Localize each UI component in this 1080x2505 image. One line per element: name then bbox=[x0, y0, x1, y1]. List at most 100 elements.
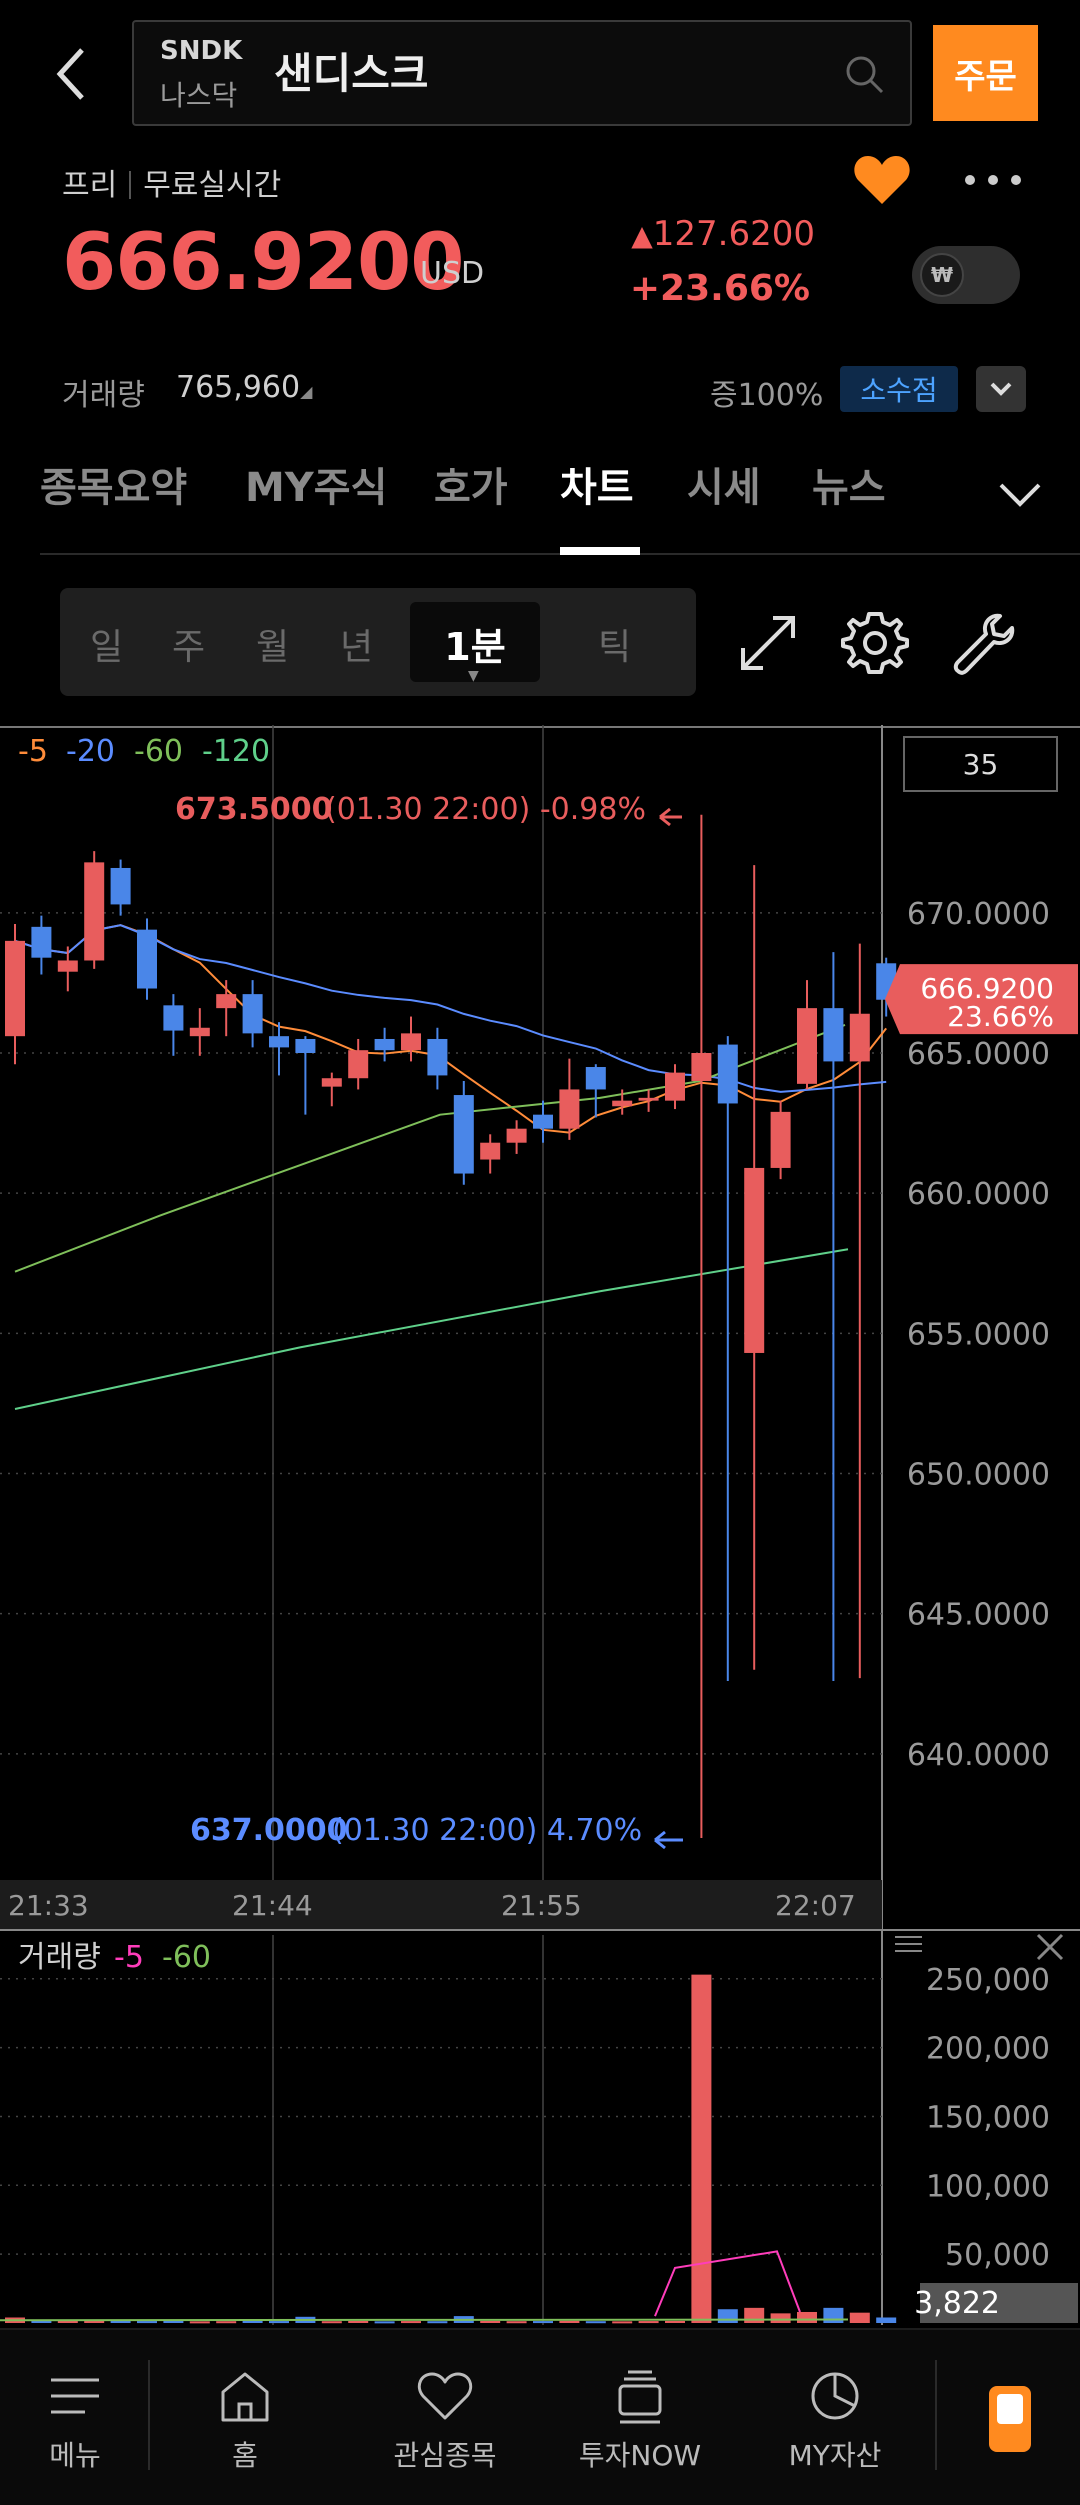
tab-orderbook[interactable]: 호가 bbox=[434, 465, 508, 511]
volume-number: 765,960 bbox=[176, 370, 301, 405]
y-tick-label: 660.0000 bbox=[907, 1177, 1050, 1212]
interval-tick[interactable]: 틱 bbox=[598, 627, 632, 668]
tab-my-stock[interactable]: MY주식 bbox=[245, 465, 388, 511]
wrench-icon[interactable] bbox=[948, 608, 1018, 678]
period-count[interactable]: 35 bbox=[903, 736, 1058, 792]
tab-quotes[interactable]: 시세 bbox=[687, 465, 761, 511]
candles bbox=[5, 814, 897, 1838]
candle-body bbox=[5, 940, 25, 1037]
current-volume-tag bbox=[920, 2283, 1078, 2323]
candle-body bbox=[295, 1038, 316, 1053]
nav-watchlist[interactable]: 관심종목 bbox=[370, 2330, 520, 2505]
chart-labels: 670.0000 665.0000 660.0000 655.0000 650.0000… bbox=[8, 734, 1078, 2323]
high-time-label: (01.30 22:00) -0.98% bbox=[325, 792, 646, 827]
collapse-button[interactable] bbox=[976, 366, 1026, 412]
search-icon[interactable] bbox=[842, 52, 886, 96]
exchange-name: 나스닥 bbox=[160, 79, 238, 112]
nav-label: MY자산 bbox=[788, 2439, 882, 2472]
volume-bar bbox=[137, 2321, 157, 2324]
candle-body bbox=[849, 1013, 870, 1062]
y-tick-label: 665.0000 bbox=[907, 1037, 1050, 1072]
volume-ma60-line bbox=[0, 2318, 849, 2322]
volume-value: 765,960◢ bbox=[176, 370, 312, 405]
realtime-label: 무료실시간 bbox=[143, 168, 282, 203]
close-icon bbox=[1036, 1933, 1064, 1961]
candle-body bbox=[269, 1036, 289, 1048]
pie-icon bbox=[811, 2372, 859, 2420]
order-button[interactable]: 주문 bbox=[933, 25, 1038, 121]
volume-bar bbox=[348, 2320, 369, 2323]
candle-body bbox=[612, 1100, 633, 1107]
candle-body bbox=[31, 926, 52, 958]
tab-summary[interactable]: 종목요약 bbox=[40, 465, 188, 511]
high-value-label: 673.5000 bbox=[175, 792, 333, 827]
candle-body bbox=[57, 960, 78, 972]
volume-bar bbox=[321, 2321, 342, 2324]
decimal-button[interactable]: 소수점 bbox=[840, 366, 958, 412]
nav-label: 메뉴 bbox=[49, 2439, 101, 2472]
chevron-down-icon bbox=[990, 382, 1012, 396]
nav-invest-now[interactable]: 투자NOW bbox=[560, 2330, 720, 2505]
stock-search-box[interactable]: SNDK 나스닥 샌디스크 bbox=[132, 20, 912, 126]
back-arrow-icon bbox=[56, 48, 84, 100]
interval-day[interactable]: 일 bbox=[90, 627, 124, 668]
y-tick-label: 645.0000 bbox=[907, 1598, 1050, 1633]
interval-month[interactable]: 월 bbox=[256, 627, 290, 668]
ma-legend-item: -5 bbox=[18, 734, 48, 769]
volume-bar bbox=[374, 2321, 395, 2324]
volume-bar bbox=[744, 2307, 765, 2323]
x-tick-label: 21:44 bbox=[232, 1889, 313, 1922]
candle-body bbox=[585, 1067, 606, 1090]
nav-my-assets[interactable]: MY자산 bbox=[770, 2330, 900, 2505]
volume-bar bbox=[84, 2319, 105, 2323]
phone-icon bbox=[989, 2386, 1031, 2452]
more-icon[interactable] bbox=[958, 165, 1028, 195]
chart-grid bbox=[0, 725, 1080, 2325]
volume-bar bbox=[717, 2309, 738, 2323]
active-tab-indicator bbox=[560, 547, 640, 555]
ma20-line bbox=[14, 924, 887, 1093]
volume-label: 거래량 bbox=[62, 378, 145, 413]
volume-ma-legend-item: -5 bbox=[114, 1940, 144, 1975]
volume-bar bbox=[189, 2321, 210, 2324]
y-tick-label: 650.0000 bbox=[907, 1458, 1050, 1493]
volume-ma-legend-item: -60 bbox=[162, 1940, 211, 1975]
price-chart[interactable]: 670.0000 665.0000 660.0000 655.0000 650.0000… bbox=[0, 725, 1080, 2325]
divider bbox=[935, 2360, 937, 2470]
expand-icon[interactable] bbox=[733, 608, 803, 678]
candle-body bbox=[84, 862, 105, 961]
price-tag-value: 666.9200 bbox=[920, 972, 1054, 1005]
nav-label: 관심종목 bbox=[393, 2439, 497, 2472]
tab-news[interactable]: 뉴스 bbox=[812, 465, 886, 511]
volume-bar bbox=[57, 2320, 78, 2323]
nav-phone[interactable] bbox=[975, 2330, 1045, 2505]
volume-y-tick-label: 200,000 bbox=[926, 2032, 1050, 2067]
volume-bar bbox=[849, 2312, 870, 2323]
ticker-symbol: SNDK bbox=[160, 36, 243, 66]
nav-menu[interactable]: 메뉴 bbox=[20, 2330, 130, 2505]
volume-bar bbox=[585, 2321, 606, 2324]
back-button[interactable] bbox=[40, 30, 110, 110]
low-time-label: (01.30 22:00) 4.70% bbox=[332, 1813, 642, 1848]
candle-body bbox=[348, 1050, 369, 1079]
chevron-down-icon[interactable] bbox=[995, 475, 1045, 515]
candle-body bbox=[374, 1038, 395, 1051]
x-tick-label: 22:07 bbox=[775, 1889, 856, 1922]
volume-y-tick-label: 50,000 bbox=[945, 2238, 1050, 2273]
tab-chart[interactable]: 차트 bbox=[560, 465, 634, 511]
x-tick-label: 21:55 bbox=[501, 1889, 582, 1922]
currency-toggle[interactable]: ₩ bbox=[912, 246, 1020, 304]
candle-body bbox=[321, 1078, 342, 1087]
interval-year[interactable]: 년 bbox=[340, 627, 374, 668]
interval-1min[interactable]: 1분 ▼ bbox=[410, 602, 540, 684]
heart-icon[interactable] bbox=[852, 152, 912, 207]
volume-bar bbox=[770, 2313, 791, 2323]
x-tick-label: 21:33 bbox=[8, 1889, 89, 1922]
change-percent: +23.66% bbox=[629, 268, 810, 309]
nav-home[interactable]: 홈 bbox=[190, 2330, 300, 2505]
interval-week[interactable]: 주 bbox=[172, 627, 206, 668]
gear-icon[interactable] bbox=[840, 608, 910, 678]
price-tag-percent: 23.66% bbox=[947, 1000, 1054, 1033]
volume-bar bbox=[506, 2321, 527, 2324]
candle-body bbox=[744, 1167, 765, 1353]
